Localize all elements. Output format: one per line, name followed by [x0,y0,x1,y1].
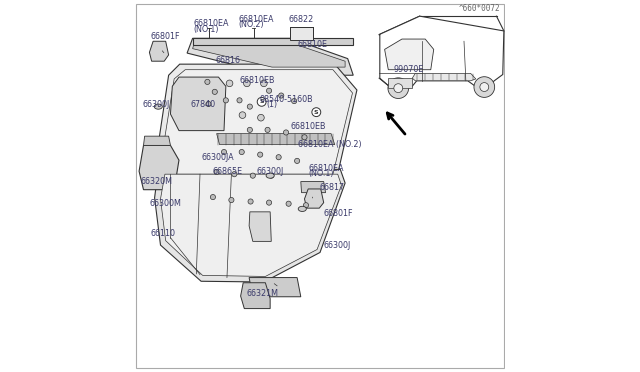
Circle shape [266,200,271,205]
Polygon shape [193,42,345,67]
Ellipse shape [154,104,163,109]
Circle shape [294,158,300,163]
Text: 08540-5160B: 08540-5160B [259,95,313,104]
Polygon shape [379,16,504,89]
Text: 66810EB: 66810EB [291,122,326,131]
Circle shape [247,104,252,109]
Polygon shape [143,136,170,145]
Polygon shape [249,212,271,241]
Polygon shape [149,41,168,61]
Polygon shape [157,64,357,179]
Ellipse shape [266,173,274,178]
Text: 66810E: 66810E [297,41,327,49]
Circle shape [269,173,274,178]
Polygon shape [216,134,335,145]
Text: 66300J: 66300J [324,241,351,250]
Text: 66801F: 66801F [150,32,180,41]
Circle shape [214,169,220,174]
Polygon shape [241,283,270,309]
Polygon shape [193,38,353,45]
Circle shape [229,198,234,203]
Text: 66110: 66110 [150,230,175,238]
Circle shape [480,83,489,92]
Text: 66810EA: 66810EA [194,19,229,28]
Polygon shape [301,182,326,193]
Text: S: S [259,99,264,104]
Polygon shape [187,38,353,75]
Text: 66801F: 66801F [324,209,353,218]
Circle shape [312,108,321,116]
Text: 66810EA (NO.2): 66810EA (NO.2) [298,140,362,149]
Polygon shape [139,145,179,190]
Circle shape [248,199,253,204]
Circle shape [239,150,244,155]
Circle shape [232,171,237,177]
Text: 66300J: 66300J [143,100,170,109]
Circle shape [239,112,246,118]
Text: (NO.1): (NO.1) [194,25,220,33]
Polygon shape [170,77,226,131]
Text: 66300JA: 66300JA [201,153,234,162]
Circle shape [237,98,242,103]
Text: 67840: 67840 [190,100,215,109]
Circle shape [474,77,495,97]
Circle shape [388,78,408,99]
Polygon shape [388,78,412,88]
Circle shape [303,203,308,208]
Polygon shape [291,27,312,40]
Polygon shape [163,70,353,174]
Text: 66810EA: 66810EA [239,15,275,23]
Circle shape [292,99,297,104]
Text: S: S [314,110,319,115]
Text: (1): (1) [266,100,278,109]
Polygon shape [249,278,301,297]
Circle shape [247,127,252,132]
Text: 66816: 66816 [216,56,241,65]
Circle shape [260,80,268,87]
Circle shape [211,195,216,200]
Polygon shape [385,39,434,70]
Text: 66817: 66817 [320,183,345,192]
Text: 99070E: 99070E [393,65,424,74]
Polygon shape [305,189,324,208]
Text: 66810EB: 66810EB [239,76,275,85]
Text: 66300M: 66300M [149,199,181,208]
Circle shape [223,98,228,103]
Circle shape [302,135,307,140]
Circle shape [276,155,281,160]
Text: (NO.2): (NO.2) [239,20,264,29]
Text: ^660*0072: ^660*0072 [458,4,500,13]
Circle shape [286,201,291,206]
Circle shape [205,79,210,84]
Circle shape [226,80,233,87]
Text: 66321M: 66321M [247,289,279,298]
Circle shape [266,88,271,93]
Circle shape [250,173,255,178]
Polygon shape [161,174,341,276]
Circle shape [221,150,227,155]
Circle shape [265,127,270,132]
Text: 66810EA: 66810EA [308,164,344,173]
Polygon shape [155,169,345,282]
Circle shape [206,102,211,107]
Text: (NO.1): (NO.1) [308,169,333,177]
Circle shape [278,93,284,98]
Text: 66865E: 66865E [213,167,243,176]
Circle shape [257,97,266,106]
Text: 66822: 66822 [289,15,314,23]
Polygon shape [412,73,476,81]
Circle shape [258,114,264,121]
Circle shape [284,130,289,135]
Text: 66300J: 66300J [257,167,284,176]
Circle shape [394,84,403,93]
Ellipse shape [298,206,307,211]
Circle shape [212,89,218,94]
Circle shape [258,152,263,157]
Text: 66320M: 66320M [141,177,173,186]
Circle shape [244,80,250,87]
